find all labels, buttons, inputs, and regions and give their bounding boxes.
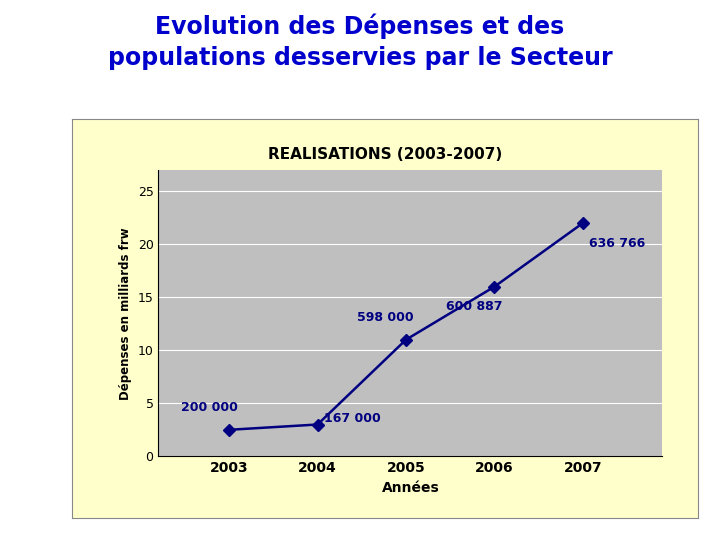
Text: 167 000: 167 000 (324, 411, 380, 424)
Text: 636 766: 636 766 (589, 237, 645, 249)
Text: REALISATIONS (2003-2007): REALISATIONS (2003-2007) (268, 147, 503, 162)
Text: populations desservies par le Secteur: populations desservies par le Secteur (108, 46, 612, 70)
Text: 598 000: 598 000 (357, 311, 414, 324)
Text: 600 887: 600 887 (446, 300, 503, 313)
Text: 200 000: 200 000 (181, 401, 238, 414)
X-axis label: Années: Années (382, 481, 439, 495)
Y-axis label: Dépenses en milliards frw: Dépenses en milliards frw (119, 227, 132, 400)
Text: Evolution des Dépenses et des: Evolution des Dépenses et des (156, 14, 564, 39)
